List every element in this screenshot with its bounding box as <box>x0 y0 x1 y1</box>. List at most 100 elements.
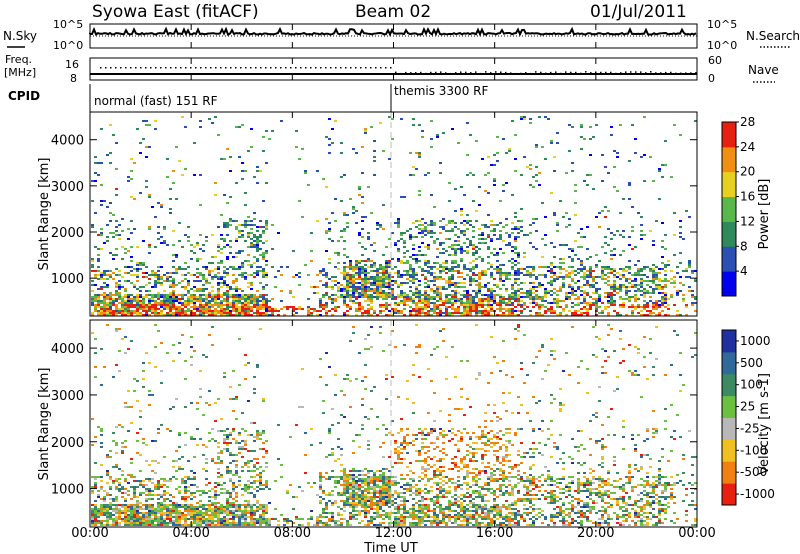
scatter-cell <box>94 478 97 480</box>
scatter-cell <box>466 296 469 298</box>
scatter-cell <box>667 264 670 266</box>
scatter-cell <box>247 264 250 266</box>
scatter-cell <box>109 502 112 504</box>
scatter-cell <box>244 430 247 432</box>
scatter-cell <box>448 270 451 272</box>
scatter-cell <box>151 460 154 462</box>
scatter-cell <box>661 268 664 270</box>
scatter-cell <box>541 238 544 240</box>
scatter-cell <box>454 286 457 288</box>
scatter-cell <box>151 304 154 306</box>
scatter-cell <box>163 280 166 282</box>
scatter-cell <box>223 298 226 300</box>
scatter-cell <box>115 328 118 330</box>
scatter-cell <box>265 252 268 254</box>
scatter-cell <box>130 504 133 506</box>
scatter-cell <box>349 198 352 200</box>
scatter-cell <box>388 282 391 284</box>
scatter-cell <box>220 260 223 262</box>
scatter-cell <box>655 314 658 316</box>
scatter-cell <box>250 492 253 494</box>
scatter-cell <box>424 306 427 308</box>
scatter-cell <box>343 302 346 304</box>
scatter-cell <box>613 248 616 250</box>
nave-point <box>225 67 227 69</box>
scatter-cell <box>100 288 103 290</box>
scatter-cell <box>259 484 262 486</box>
scatter-cell <box>427 314 430 316</box>
scatter-cell <box>433 240 436 242</box>
scatter-cell <box>319 310 322 312</box>
scatter-cell <box>580 228 583 230</box>
scatter-cell <box>148 464 151 466</box>
scatter-cell <box>169 300 172 302</box>
scatter-cell <box>121 302 124 304</box>
scatter-cell <box>643 288 646 290</box>
scatter-cell <box>328 258 331 260</box>
scatter-cell <box>418 314 421 316</box>
scatter-cell <box>316 286 319 288</box>
scatter-cell <box>259 270 262 272</box>
scatter-cell <box>514 300 517 302</box>
scatter-cell <box>124 402 127 404</box>
scatter-cell <box>199 174 202 176</box>
scatter-cell <box>331 314 334 316</box>
scatter-cell <box>661 292 664 294</box>
scatter-cell <box>403 298 406 300</box>
scatter-cell <box>160 484 163 486</box>
scatter-cell <box>394 266 397 268</box>
scatter-cell <box>505 272 508 274</box>
scatter-cell <box>325 302 328 304</box>
scatter-cell <box>238 312 241 314</box>
scatter-cell <box>463 278 466 280</box>
scatter-cell <box>211 312 214 314</box>
scatter-cell <box>445 272 448 274</box>
scatter-cell <box>469 304 472 306</box>
scatter-cell <box>508 300 511 302</box>
scatter-cell <box>265 310 268 312</box>
scatter-cell <box>382 204 385 206</box>
scatter-cell <box>634 298 637 300</box>
scatter-cell <box>292 508 295 510</box>
scatter-cell <box>481 306 484 308</box>
scatter-cell <box>529 294 532 296</box>
scatter-cell <box>142 524 145 526</box>
scatter-cell <box>166 510 169 512</box>
scatter-cell <box>343 274 346 276</box>
scatter-cell <box>196 244 199 246</box>
scatter-cell <box>232 268 235 270</box>
scatter-cell <box>181 304 184 306</box>
scatter-cell <box>484 274 487 276</box>
scatter-cell <box>352 266 355 268</box>
scatter-cell <box>262 296 265 298</box>
scatter-cell <box>583 296 586 298</box>
scatter-cell <box>127 390 130 392</box>
scatter-cell <box>187 308 190 310</box>
scatter-cell <box>307 518 310 520</box>
scatter-cell <box>415 294 418 296</box>
scatter-cell <box>358 306 361 308</box>
scatter-cell <box>376 270 379 272</box>
scatter-cell <box>415 304 418 306</box>
scatter-cell <box>256 314 259 316</box>
scatter-cell <box>157 266 160 268</box>
scatter-cell <box>445 296 448 298</box>
scatter-cell <box>181 498 184 500</box>
scatter-cell <box>601 302 604 304</box>
scatter-cell <box>157 504 160 506</box>
scatter-cell <box>445 224 448 226</box>
scatter-cell <box>127 280 130 282</box>
scatter-cell <box>472 278 475 280</box>
scatter-cell <box>226 490 229 492</box>
nave-point <box>660 72 662 74</box>
scatter-cell <box>514 240 517 242</box>
scatter-cell <box>112 294 115 296</box>
scatter-cell <box>163 522 166 524</box>
scatter-cell <box>628 300 631 302</box>
scatter-cell <box>376 224 379 226</box>
scatter-cell <box>229 240 232 242</box>
scatter-cell <box>157 486 160 488</box>
scatter-cell <box>139 290 142 292</box>
scatter-cell <box>454 270 457 272</box>
nave-point <box>270 67 272 69</box>
